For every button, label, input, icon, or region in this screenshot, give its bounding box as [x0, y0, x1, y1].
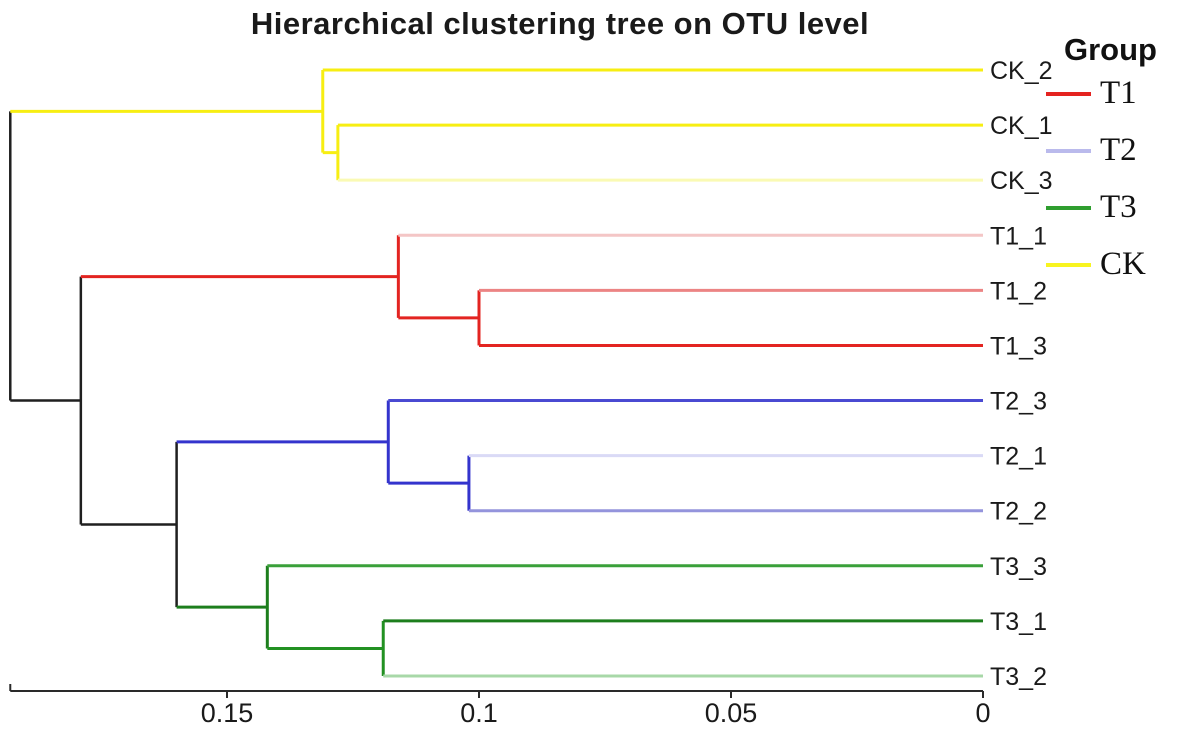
legend-item-label: CK	[1100, 246, 1146, 282]
leaf-label: CK_1	[990, 112, 1053, 140]
leaf-label: T1_2	[990, 277, 1047, 305]
legend-swatch-t2	[1046, 148, 1091, 153]
leaf-label: T2_1	[990, 443, 1047, 471]
leaf-label: T3_3	[990, 553, 1047, 581]
legend-title: Group	[1064, 32, 1157, 67]
legend-item-label: T3	[1100, 189, 1137, 225]
leaf-label: T2_3	[990, 388, 1047, 416]
legend-item-t3: T3	[1046, 179, 1181, 236]
axis-tick-label: 0.05	[705, 698, 758, 728]
chart-title: Hierarchical clustering tree on OTU leve…	[250, 6, 870, 41]
legend-item-t2: T2	[1046, 122, 1181, 179]
legend: Group T1 T2 T3 CK	[1046, 34, 1181, 293]
legend-item-label: T2	[1100, 132, 1137, 168]
axis-tick-label: 0	[975, 698, 990, 728]
legend-item-label: T1	[1100, 75, 1137, 111]
leaf-label: T3_2	[990, 663, 1047, 691]
leaf-label: T3_1	[990, 608, 1047, 636]
legend-swatch-t3	[1046, 205, 1091, 210]
legend-swatch-ck	[1046, 262, 1091, 267]
axis-tick-label: 0.1	[460, 698, 498, 728]
leaf-label: T2_2	[990, 498, 1047, 526]
legend-item-ck: CK	[1046, 236, 1181, 293]
legend-swatch-t1	[1046, 91, 1091, 96]
leaf-label: CK_2	[990, 57, 1053, 85]
legend-item-t1: T1	[1046, 65, 1181, 122]
leaf-label: T1_3	[990, 332, 1047, 360]
leaf-label: CK_3	[990, 167, 1053, 195]
leaf-label: T1_1	[990, 222, 1047, 250]
axis-tick-label: 0.15	[201, 698, 254, 728]
